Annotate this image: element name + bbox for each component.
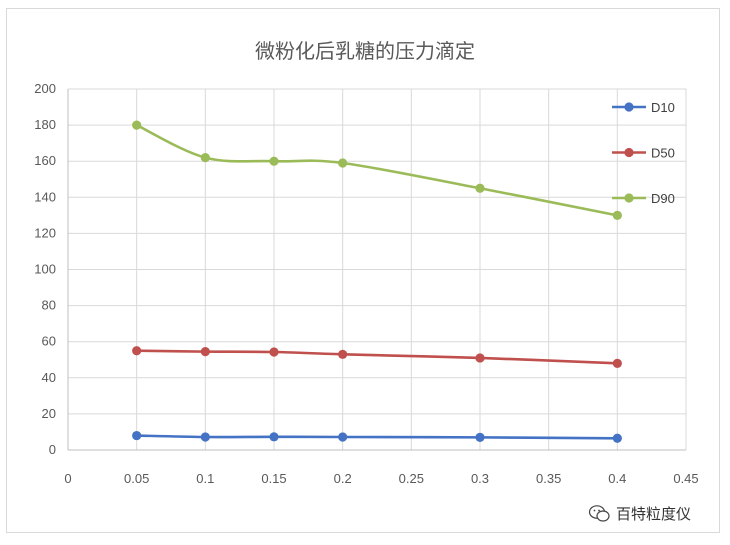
- y-tick-label: 160: [34, 153, 56, 168]
- y-tick-label: 200: [34, 81, 56, 96]
- data-point: [200, 152, 210, 163]
- data-point: [475, 353, 485, 363]
- legend-label: D90: [651, 191, 675, 206]
- x-tick-label: 0.35: [536, 471, 561, 486]
- data-point: [612, 210, 622, 220]
- legend-label: D10: [651, 100, 675, 115]
- chart-title: 微粉化后乳糖的压力滴定: [255, 39, 475, 63]
- y-tick-label: 100: [34, 262, 56, 277]
- series-d50: [132, 346, 622, 368]
- x-tick-label: 0.1: [196, 471, 214, 486]
- x-tick-label: 0.3: [471, 471, 489, 486]
- series-lines: [132, 120, 622, 443]
- data-point: [612, 358, 622, 368]
- x-tick-label: 0.4: [608, 471, 626, 486]
- x-tick-label: 0: [64, 471, 71, 486]
- y-tick-label: 0: [49, 442, 56, 457]
- grid-lines: [68, 88, 687, 450]
- x-tick-label: 0.15: [261, 471, 286, 486]
- data-point: [200, 347, 210, 357]
- data-point: [612, 433, 622, 443]
- watermark-text: 百特粒度仪: [616, 505, 691, 523]
- x-tick-label: 0.2: [334, 471, 352, 486]
- watermark: 百特粒度仪: [588, 505, 691, 523]
- y-tick-label: 180: [34, 117, 56, 132]
- tick-labels: 0 20 40 60 80 100 120 140 160 180 200 0 0.05 0.1 0.15 0…: [34, 81, 698, 486]
- data-point: [338, 432, 348, 442]
- legend-marker: [624, 193, 634, 203]
- data-point: [338, 158, 348, 168]
- y-tick-label: 60: [42, 334, 56, 349]
- data-point: [200, 432, 210, 442]
- legend-label: D50: [651, 146, 675, 161]
- legend-item-d90: D90: [612, 191, 675, 206]
- legend-item-d50: D50: [612, 146, 675, 161]
- x-tick-label: 0.45: [673, 471, 698, 486]
- legend-marker: [624, 147, 634, 158]
- data-point: [475, 183, 485, 193]
- x-tick-label: 0.25: [399, 471, 424, 486]
- data-point: [132, 430, 142, 441]
- y-tick-label: 120: [34, 225, 56, 240]
- data-point: [269, 432, 279, 442]
- chart-frame: [6, 8, 720, 533]
- data-point: [132, 346, 142, 356]
- axes: [67, 89, 686, 451]
- y-tick-label: 40: [42, 370, 56, 385]
- data-point: [475, 432, 485, 442]
- legend-item-d10: D10: [612, 100, 675, 115]
- series-d90: [132, 120, 622, 220]
- x-tick-label: 0.05: [124, 471, 149, 486]
- y-tick-label: 140: [34, 189, 56, 204]
- legend-marker: [624, 102, 634, 112]
- wechat-icon: [588, 505, 610, 522]
- data-point: [269, 156, 279, 166]
- series-line: [136, 123, 618, 217]
- y-tick-label: 80: [42, 298, 56, 313]
- series-d10: [132, 430, 622, 443]
- data-point: [132, 120, 142, 130]
- data-point: [269, 347, 279, 357]
- data-point: [338, 349, 348, 359]
- legend: D10 D50 D90: [612, 100, 675, 206]
- y-tick-label: 20: [42, 406, 56, 421]
